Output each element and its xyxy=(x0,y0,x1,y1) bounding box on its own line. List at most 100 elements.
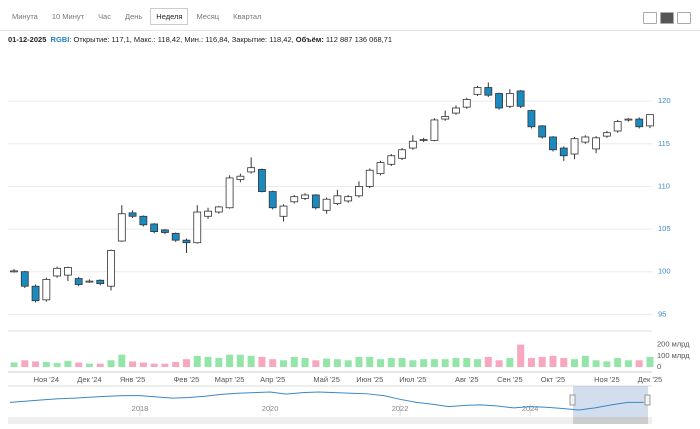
candle-body xyxy=(505,93,514,107)
candle-body xyxy=(161,229,169,233)
bar-mode-icon[interactable] xyxy=(660,12,674,24)
candle-body xyxy=(31,285,40,302)
x-tick-label: 2020 xyxy=(262,404,279,413)
candle-body xyxy=(473,87,482,95)
volume-bar xyxy=(441,359,449,367)
line-mode-icon[interactable] xyxy=(643,12,657,24)
volume-bar xyxy=(215,358,223,367)
volume-bar xyxy=(182,359,190,367)
volume-bar xyxy=(506,358,514,367)
scrollbar-thumb[interactable] xyxy=(573,417,648,424)
x-tick-label: 2018 xyxy=(132,404,149,413)
tab[interactable]: День xyxy=(124,12,143,21)
volume-bar xyxy=(301,358,309,367)
navigator-handle[interactable] xyxy=(569,394,576,406)
volume-bar xyxy=(560,358,568,367)
candle-body xyxy=(538,125,547,138)
volume-bar xyxy=(614,358,622,367)
tab[interactable]: 10 Минут xyxy=(51,12,85,21)
volume-bar xyxy=(527,358,535,367)
volume-bar xyxy=(247,355,255,367)
candle-body xyxy=(398,149,406,159)
volume-bar xyxy=(624,360,632,367)
x-tick-label: Авг '25 xyxy=(455,375,479,384)
candle-body xyxy=(171,232,180,241)
x-tick-label: Апр '25 xyxy=(260,375,285,384)
candle-body xyxy=(527,110,536,128)
tab[interactable]: Минута xyxy=(12,12,38,21)
candle-body xyxy=(10,270,18,273)
navigator-handle[interactable] xyxy=(644,394,651,406)
candle-body xyxy=(462,99,471,108)
navigator-selection[interactable] xyxy=(573,386,648,417)
volume-bar xyxy=(571,359,579,367)
x-tick-label: Дек '24 xyxy=(77,375,101,384)
info-volume: 112 887 136 068,71 xyxy=(323,35,393,44)
volume-bar xyxy=(430,359,438,367)
volume-bar xyxy=(409,360,417,367)
candle-body xyxy=(570,138,579,155)
candle-body xyxy=(355,186,363,197)
volume-bar xyxy=(366,356,374,367)
volume-bar xyxy=(10,362,18,367)
tab[interactable]: Месяц xyxy=(196,12,220,21)
volume-bar xyxy=(474,359,482,367)
candle-body xyxy=(117,213,126,242)
x-tick-label: Май '25 xyxy=(313,375,340,384)
y-tick-label: 110 xyxy=(658,181,670,190)
volume-bar xyxy=(549,355,557,367)
volume-bar xyxy=(344,360,352,367)
candle-body xyxy=(452,107,460,114)
volume-bar xyxy=(603,361,611,367)
volume-bar xyxy=(96,363,104,367)
candle-body xyxy=(279,205,288,217)
x-tick-label: Дек '25 xyxy=(638,375,662,384)
volume-bar xyxy=(42,361,50,367)
tab[interactable]: Час xyxy=(98,12,111,21)
candle-body xyxy=(624,118,633,121)
candle-body xyxy=(387,155,396,165)
volume-bar xyxy=(420,359,428,367)
candle-body xyxy=(128,212,137,217)
divider xyxy=(0,30,700,31)
y-tick-label: 0 xyxy=(657,362,661,371)
candle-body xyxy=(42,278,51,301)
candle-body xyxy=(365,169,374,187)
candle-body xyxy=(635,118,644,128)
candle-body xyxy=(484,87,493,96)
candle-body xyxy=(214,206,223,213)
tab[interactable]: Квартал xyxy=(233,12,262,21)
volume-bar xyxy=(290,356,298,367)
candle-body xyxy=(193,211,202,244)
candle-body xyxy=(419,139,428,141)
volume-bar xyxy=(279,360,287,367)
candle-body xyxy=(290,196,299,203)
candle-body xyxy=(247,167,256,173)
scrollbar[interactable] xyxy=(8,417,652,424)
volume-bar xyxy=(398,358,406,367)
x-tick-label: Окт '25 xyxy=(541,375,566,384)
info-volume-label: Объём: xyxy=(295,35,324,44)
candle-body xyxy=(344,196,353,202)
candle-body xyxy=(322,198,331,211)
candle-body xyxy=(301,194,309,199)
candle-mode-icon[interactable] xyxy=(677,12,691,24)
candle-body xyxy=(430,119,439,141)
volume-bar xyxy=(517,344,525,367)
volume-bar xyxy=(463,358,471,367)
candle-body xyxy=(376,162,385,175)
volume-bar xyxy=(64,360,72,367)
volume-bar xyxy=(53,363,61,367)
x-tick-label: Ноя '25 xyxy=(594,375,620,384)
candle-body xyxy=(333,195,342,204)
volume-bar xyxy=(85,363,93,367)
volume-bar xyxy=(21,360,29,367)
candle-body xyxy=(559,147,568,157)
volume-bar xyxy=(323,358,331,367)
volume-bar xyxy=(377,359,385,367)
info-date: 01-12-2025 xyxy=(8,35,47,44)
volume-bar xyxy=(538,356,546,367)
tab[interactable]: Неделя xyxy=(150,8,189,25)
